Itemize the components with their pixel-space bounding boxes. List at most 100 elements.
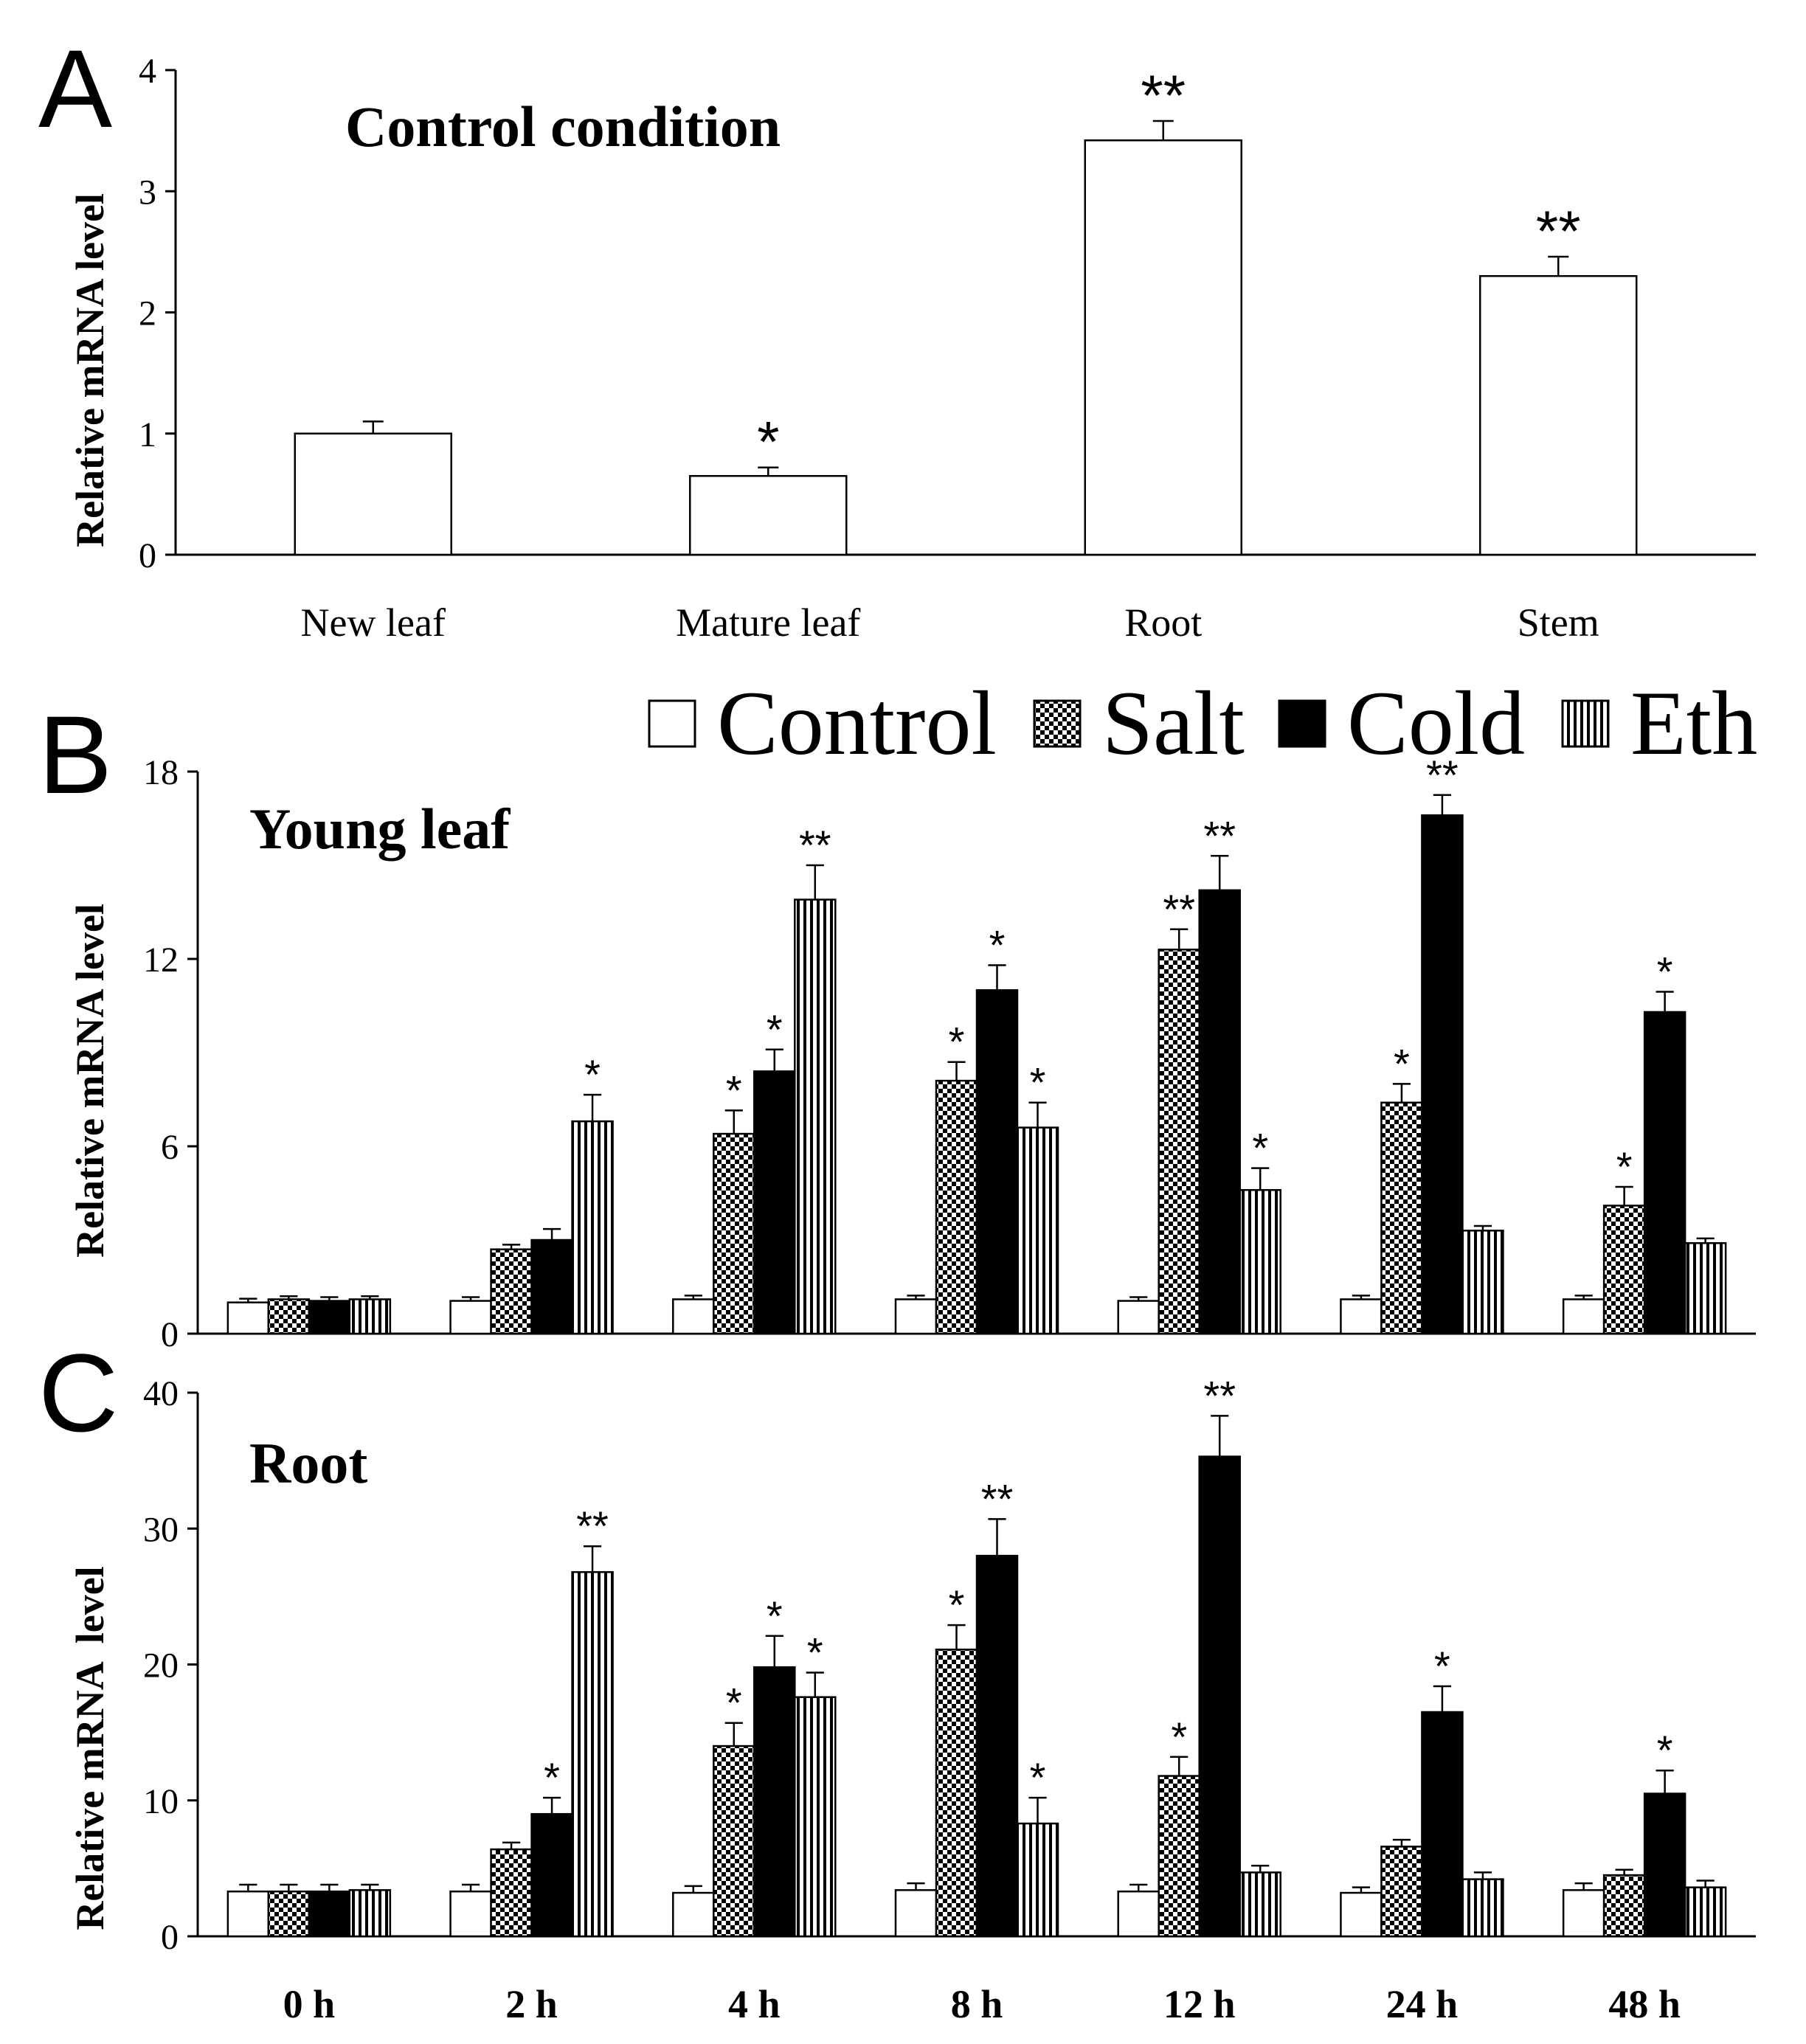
pc-significance-mark: * — [1657, 1727, 1673, 1773]
pc-significance-mark: ** — [1203, 1372, 1236, 1418]
pb-y-tick-label: 0 — [161, 1315, 179, 1354]
panel-a-plot: 0 1 2 3 4 New leaf * Mature leaf ** Root ** Stem — [139, 52, 1756, 645]
pc-bar-cold — [530, 1812, 573, 1938]
pc-bar-control — [894, 1889, 938, 1938]
legend-label-cold: Cold — [1347, 673, 1525, 774]
pc-bar-eth — [794, 1696, 837, 1938]
pb-bar-eth — [1016, 1126, 1059, 1335]
pc-y-tick-label: 0 — [161, 1918, 179, 1957]
pb-bar-salt — [713, 1132, 755, 1335]
pc-significance-mark: * — [1434, 1643, 1450, 1689]
pa-y-tick-label: 3 — [139, 173, 156, 212]
legend-swatch-eth — [1561, 699, 1610, 748]
pc-bar-cold — [1198, 1455, 1241, 1938]
pa-bar-control — [689, 474, 848, 556]
pa-category-label: New leaf — [301, 600, 446, 645]
legend: Control Salt Cold Eth — [648, 673, 1757, 774]
pc-bar-eth — [1461, 1878, 1504, 1938]
pc-y-tick-label: 40 — [143, 1374, 179, 1413]
pc-bar-eth — [571, 1570, 614, 1938]
pb-bar-salt — [1158, 949, 1200, 1335]
pb-bar-cold — [753, 1070, 796, 1335]
pc-bar-salt — [1602, 1874, 1646, 1938]
pa-bar-control — [1479, 274, 1638, 556]
pa-bar-control — [1084, 139, 1242, 556]
legend-swatch-salt — [1033, 699, 1082, 748]
pc-bar-control — [226, 1890, 270, 1938]
panel-c-ylabel: Relative mRNA level — [68, 1566, 112, 1930]
legend-label-control: Control — [717, 673, 997, 774]
pb-bar-control — [894, 1298, 938, 1335]
legend-swatch-cold — [1278, 699, 1326, 748]
pb-y-tick-label: 6 — [161, 1128, 179, 1167]
pb-bar-control — [672, 1298, 715, 1335]
pa-category-label: Mature leaf — [676, 600, 860, 645]
panel-letter-b: B — [38, 693, 112, 817]
pb-significance-mark: * — [989, 921, 1006, 968]
pc-bar-salt — [713, 1745, 755, 1938]
pb-bar-control — [1117, 1300, 1160, 1335]
pc-bar-control — [672, 1891, 715, 1938]
pb-significance-mark: ** — [1426, 752, 1459, 798]
pb-significance-mark: ** — [799, 822, 831, 868]
pb-bar-control — [1562, 1298, 1605, 1335]
pb-bar-cold — [530, 1238, 573, 1335]
pc-y-tick-label: 30 — [143, 1510, 179, 1549]
pc-significance-mark: * — [726, 1680, 742, 1726]
pa-y-tick-label: 2 — [139, 294, 156, 333]
pa-category-label: Stem — [1518, 600, 1599, 645]
pb-bar-control — [449, 1300, 492, 1335]
pb-significance-mark: * — [1394, 1040, 1410, 1087]
pb-significance-mark: * — [767, 1006, 783, 1053]
panel-b-ylabel: Relative mRNA level — [68, 904, 112, 1258]
pa-significance-mark: ** — [1536, 198, 1581, 263]
pc-category-label: 2 h — [505, 1982, 558, 2026]
pc-bar-cold — [753, 1666, 796, 1938]
pb-bar-eth — [1684, 1241, 1727, 1335]
pa-category-label: Root — [1124, 600, 1202, 645]
pc-y-tick-label: 20 — [143, 1646, 179, 1686]
pb-bar-salt — [490, 1248, 533, 1335]
pc-bar-cold — [308, 1890, 351, 1938]
pc-bar-control — [1340, 1891, 1383, 1938]
pc-category-label: 4 h — [728, 1982, 781, 2026]
pc-significance-mark: * — [807, 1629, 823, 1676]
pb-bar-eth — [348, 1298, 392, 1335]
pc-bar-control — [449, 1890, 492, 1938]
pc-significance-mark: ** — [981, 1475, 1014, 1522]
pc-category-label: 0 h — [283, 1982, 336, 2026]
pb-significance-mark: ** — [1163, 886, 1195, 932]
pc-significance-mark: * — [1171, 1714, 1187, 1760]
legend-label-eth: Eth — [1630, 673, 1757, 774]
pc-bar-eth — [348, 1889, 392, 1938]
pc-bar-salt — [1380, 1846, 1423, 1938]
pa-bar-control — [294, 432, 452, 556]
pa-significance-mark: * — [757, 409, 779, 474]
pa-significance-mark: ** — [1141, 63, 1186, 128]
pc-bar-salt — [490, 1848, 533, 1938]
pc-category-label: 12 h — [1163, 1982, 1236, 2026]
pb-y-tick-label: 18 — [143, 753, 179, 792]
pb-bar-cold — [975, 989, 1019, 1335]
panel-c-title: Root — [249, 1431, 367, 1495]
pb-bar-eth — [571, 1120, 614, 1335]
pc-category-label: 24 h — [1386, 1982, 1459, 2026]
pc-bar-eth — [1684, 1886, 1727, 1938]
pb-bar-cold — [308, 1300, 351, 1335]
pc-bar-cold — [1643, 1792, 1686, 1938]
pc-bar-control — [1117, 1890, 1160, 1938]
pc-significance-mark: * — [767, 1593, 783, 1639]
pc-significance-mark: * — [544, 1754, 560, 1801]
pc-significance-mark: ** — [576, 1503, 609, 1549]
pc-y-tick-label: 10 — [143, 1782, 179, 1821]
pc-bar-eth — [1239, 1871, 1281, 1938]
pb-significance-mark: * — [1030, 1059, 1046, 1106]
pb-bar-cold — [1198, 889, 1241, 1335]
pc-bar-control — [1562, 1889, 1605, 1938]
pb-significance-mark: * — [584, 1051, 601, 1098]
pc-bar-cold — [1421, 1711, 1464, 1938]
pb-bar-eth — [794, 898, 837, 1335]
pb-significance-mark: * — [1616, 1143, 1633, 1190]
